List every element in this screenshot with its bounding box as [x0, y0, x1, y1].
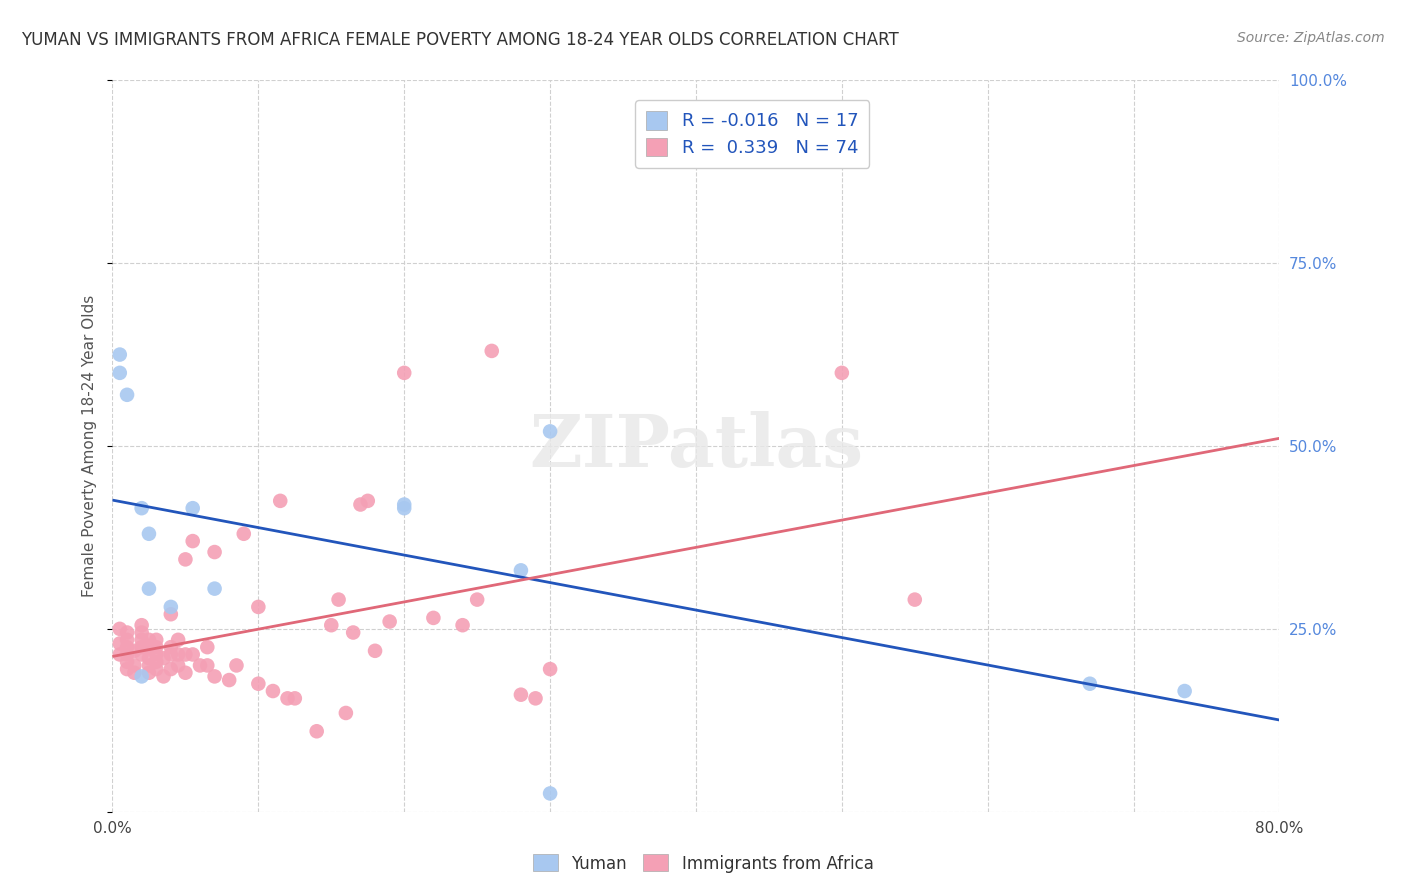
Y-axis label: Female Poverty Among 18-24 Year Olds: Female Poverty Among 18-24 Year Olds: [82, 295, 97, 597]
Point: [422, 611, 444, 625]
Point: [131, 632, 153, 647]
Point: [152, 669, 174, 683]
Point: [108, 636, 131, 650]
Point: [204, 669, 226, 683]
Point: [115, 632, 138, 647]
Legend: Yuman, Immigrants from Africa: Yuman, Immigrants from Africa: [526, 847, 880, 880]
Point: [108, 622, 131, 636]
Point: [131, 669, 153, 683]
Point: [195, 658, 218, 673]
Point: [342, 625, 364, 640]
Point: [174, 665, 197, 680]
Point: [145, 655, 167, 669]
Point: [115, 648, 138, 662]
Point: [115, 662, 138, 676]
Point: [524, 691, 547, 706]
Text: YUMAN VS IMMIGRANTS FROM AFRICA FEMALE POVERTY AMONG 18-24 YEAR OLDS CORRELATION: YUMAN VS IMMIGRANTS FROM AFRICA FEMALE P…: [21, 31, 898, 49]
Point: [131, 648, 153, 662]
Point: [204, 545, 226, 559]
Point: [138, 658, 160, 673]
Point: [108, 366, 131, 380]
Point: [115, 625, 138, 640]
Text: ZIPatlas: ZIPatlas: [529, 410, 863, 482]
Legend: R = -0.016   N = 17, R =  0.339   N = 74: R = -0.016 N = 17, R = 0.339 N = 74: [636, 100, 869, 168]
Point: [1174, 684, 1197, 698]
Point: [204, 582, 226, 596]
Point: [167, 648, 190, 662]
Point: [538, 425, 561, 439]
Point: [451, 618, 474, 632]
Point: [1078, 676, 1101, 690]
Point: [321, 618, 343, 632]
Point: [904, 592, 927, 607]
Point: [188, 658, 211, 673]
Point: [115, 655, 138, 669]
Point: [131, 625, 153, 640]
Point: [138, 582, 160, 596]
Point: [225, 658, 247, 673]
Point: [145, 662, 167, 676]
Point: [138, 632, 160, 647]
Point: [167, 632, 190, 647]
Point: [181, 534, 204, 549]
Point: [394, 366, 416, 380]
Point: [124, 665, 146, 680]
Point: [160, 662, 183, 676]
Point: [247, 599, 270, 614]
Point: [108, 648, 131, 662]
Point: [108, 347, 131, 362]
Point: [124, 658, 146, 673]
Point: [115, 388, 138, 402]
Point: [145, 632, 167, 647]
Point: [138, 640, 160, 655]
Text: Source: ZipAtlas.com: Source: ZipAtlas.com: [1237, 31, 1385, 45]
Point: [167, 658, 190, 673]
Point: [465, 592, 488, 607]
Point: [138, 665, 160, 680]
Point: [349, 498, 371, 512]
Point: [394, 501, 416, 516]
Point: [160, 640, 183, 655]
Point: [335, 706, 357, 720]
Point: [174, 648, 197, 662]
Point: [328, 592, 350, 607]
Point: [124, 644, 146, 658]
Point: [145, 648, 167, 662]
Point: [181, 648, 204, 662]
Point: [276, 691, 298, 706]
Point: [232, 526, 254, 541]
Point: [195, 640, 218, 655]
Point: [131, 618, 153, 632]
Point: [218, 673, 240, 687]
Point: [831, 366, 853, 380]
Point: [115, 640, 138, 655]
Point: [305, 724, 328, 739]
Point: [262, 684, 284, 698]
Point: [284, 691, 307, 706]
Point: [269, 494, 291, 508]
Point: [145, 640, 167, 655]
Point: [181, 501, 204, 516]
Point: [247, 676, 270, 690]
Point: [160, 599, 183, 614]
Point: [357, 494, 380, 508]
Point: [538, 787, 561, 801]
Point: [131, 501, 153, 516]
Point: [394, 498, 416, 512]
Point: [160, 607, 183, 622]
Point: [131, 640, 153, 655]
Point: [160, 648, 183, 662]
Point: [138, 526, 160, 541]
Point: [481, 343, 503, 358]
Point: [509, 563, 531, 577]
Point: [174, 552, 197, 566]
Point: [364, 644, 387, 658]
Point: [152, 651, 174, 665]
Point: [509, 688, 531, 702]
Point: [138, 651, 160, 665]
Point: [378, 615, 401, 629]
Point: [538, 662, 561, 676]
